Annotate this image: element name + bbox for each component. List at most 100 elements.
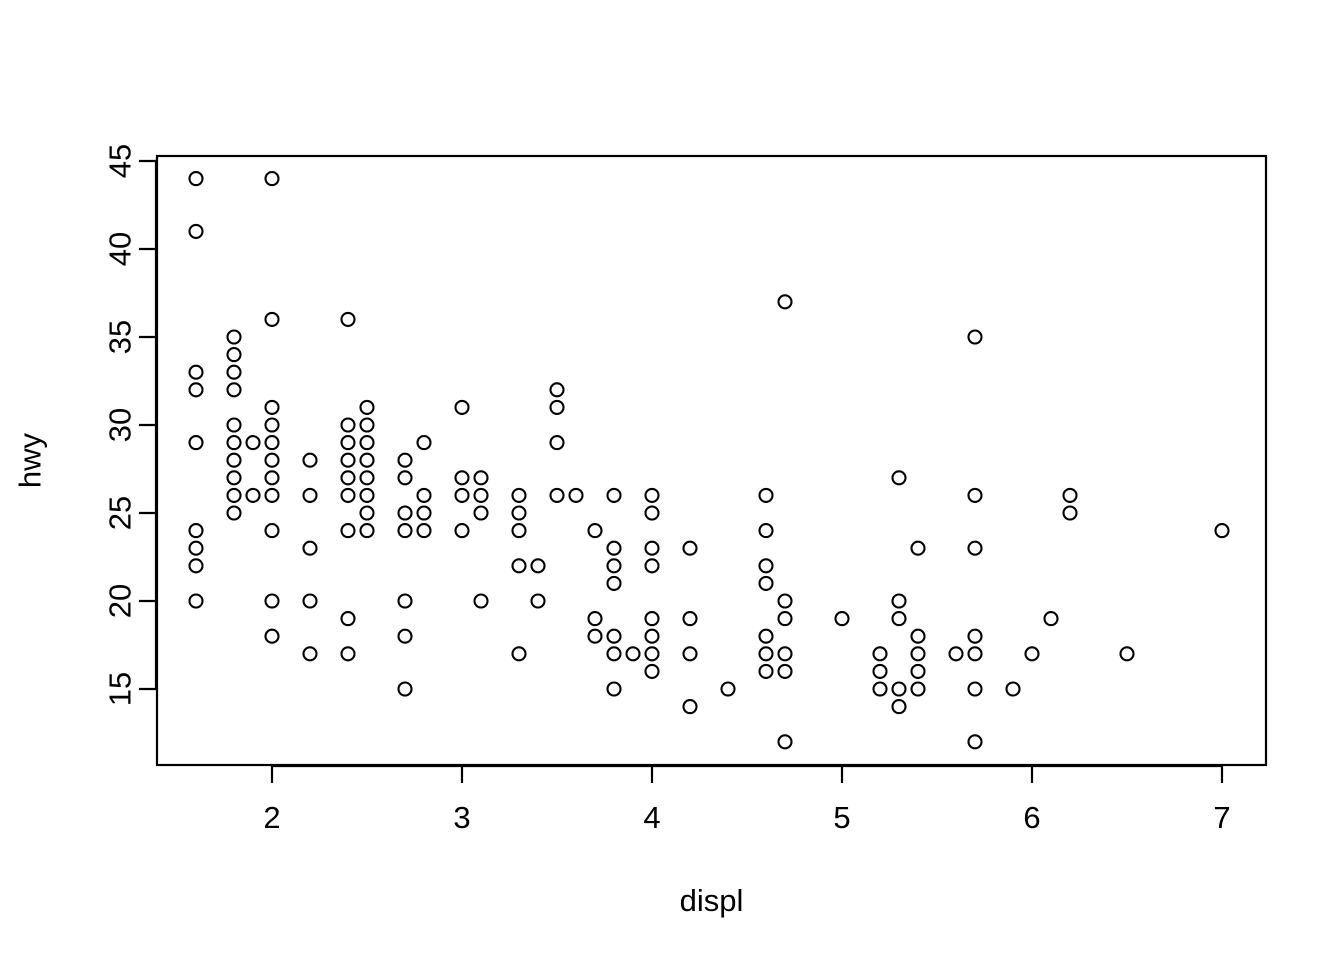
data-point: [511, 523, 527, 539]
data-point: [967, 681, 983, 697]
y-axis-tick-label: 25: [103, 496, 138, 530]
data-point: [1043, 611, 1059, 627]
data-point: [834, 611, 850, 627]
data-point: [967, 487, 983, 503]
data-point: [948, 646, 964, 662]
data-point: [264, 311, 280, 327]
data-point: [245, 435, 261, 451]
data-point: [264, 399, 280, 415]
data-point: [758, 558, 774, 574]
data-point: [777, 611, 793, 627]
data-point: [473, 487, 489, 503]
data-point: [967, 540, 983, 556]
y-axis-tick-label: 35: [103, 320, 138, 354]
data-point: [606, 646, 622, 662]
data-point: [473, 470, 489, 486]
data-point: [188, 435, 204, 451]
data-point: [302, 487, 318, 503]
data-point: [891, 611, 907, 627]
data-point: [682, 646, 698, 662]
data-point: [682, 699, 698, 715]
data-point: [644, 611, 660, 627]
data-point: [416, 487, 432, 503]
data-point: [264, 435, 280, 451]
data-point: [226, 470, 242, 486]
data-point: [264, 171, 280, 187]
data-point: [454, 399, 470, 415]
data-point: [302, 452, 318, 468]
data-point: [454, 470, 470, 486]
data-point: [1214, 523, 1230, 539]
data-point: [359, 487, 375, 503]
y-axis-title: hwy: [13, 432, 48, 488]
data-point: [340, 523, 356, 539]
data-point: [891, 681, 907, 697]
data-point: [245, 487, 261, 503]
x-axis-tick-label: 4: [643, 800, 660, 835]
data-point: [891, 470, 907, 486]
y-axis-tick-label: 40: [103, 232, 138, 266]
data-point: [416, 505, 432, 521]
data-point: [967, 734, 983, 750]
data-point: [226, 417, 242, 433]
x-axis-tick-label: 6: [1023, 800, 1040, 835]
data-point: [1062, 505, 1078, 521]
data-point: [891, 699, 907, 715]
data-point: [226, 364, 242, 380]
data-point: [359, 452, 375, 468]
data-point: [416, 523, 432, 539]
data-point: [587, 611, 603, 627]
data-point: [264, 452, 280, 468]
data-point: [758, 646, 774, 662]
data-point: [188, 223, 204, 239]
x-axis-tick-label: 7: [1213, 800, 1230, 835]
data-point: [511, 487, 527, 503]
y-axis-tick-label: 45: [103, 144, 138, 178]
data-point: [967, 646, 983, 662]
data-point: [264, 470, 280, 486]
data-point: [891, 593, 907, 609]
data-point: [397, 505, 413, 521]
data-point: [264, 593, 280, 609]
data-point: [758, 663, 774, 679]
data-point: [359, 523, 375, 539]
data-point: [549, 435, 565, 451]
data-point: [606, 540, 622, 556]
data-point: [644, 487, 660, 503]
data-point: [188, 540, 204, 556]
data-point: [530, 593, 546, 609]
data-point: [226, 452, 242, 468]
data-point: [606, 681, 622, 697]
data-point: [359, 435, 375, 451]
data-point: [549, 382, 565, 398]
data-point: [872, 681, 888, 697]
data-point: [302, 540, 318, 556]
data-point: [226, 505, 242, 521]
data-point: [511, 558, 527, 574]
data-point: [226, 347, 242, 363]
data-point: [644, 558, 660, 574]
data-point: [188, 364, 204, 380]
data-point: [587, 628, 603, 644]
data-point: [872, 646, 888, 662]
y-axis: 15 20 25 30 35 40 45: [103, 144, 158, 706]
data-point: [568, 487, 584, 503]
data-point: [530, 558, 546, 574]
y-axis-tick-label: 15: [103, 672, 138, 706]
data-point: [264, 487, 280, 503]
data-point: [188, 382, 204, 398]
data-point: [340, 487, 356, 503]
data-point: [1062, 487, 1078, 503]
x-axis-tick-label: 2: [263, 800, 280, 835]
data-point: [1024, 646, 1040, 662]
data-point: [397, 593, 413, 609]
data-point: [340, 452, 356, 468]
data-point: [606, 575, 622, 591]
data-point: [644, 540, 660, 556]
data-point: [910, 663, 926, 679]
data-point: [340, 611, 356, 627]
x-axis-tick-label: 3: [453, 800, 470, 835]
y-axis-tick-label: 30: [103, 408, 138, 442]
data-point: [910, 646, 926, 662]
data-point: [454, 487, 470, 503]
